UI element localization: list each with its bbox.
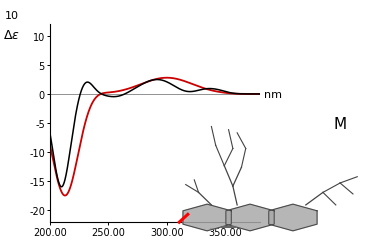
Text: M: M	[334, 116, 347, 131]
Polygon shape	[269, 204, 317, 231]
Polygon shape	[183, 204, 231, 231]
Text: 10: 10	[5, 11, 19, 21]
Text: $\Delta\varepsilon$: $\Delta\varepsilon$	[3, 29, 20, 42]
Text: nm: nm	[264, 90, 282, 100]
Polygon shape	[226, 204, 274, 231]
